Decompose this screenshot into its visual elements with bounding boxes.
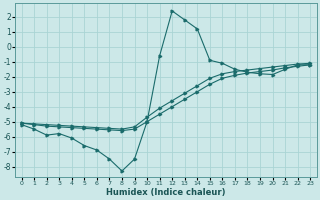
- X-axis label: Humidex (Indice chaleur): Humidex (Indice chaleur): [106, 188, 226, 197]
